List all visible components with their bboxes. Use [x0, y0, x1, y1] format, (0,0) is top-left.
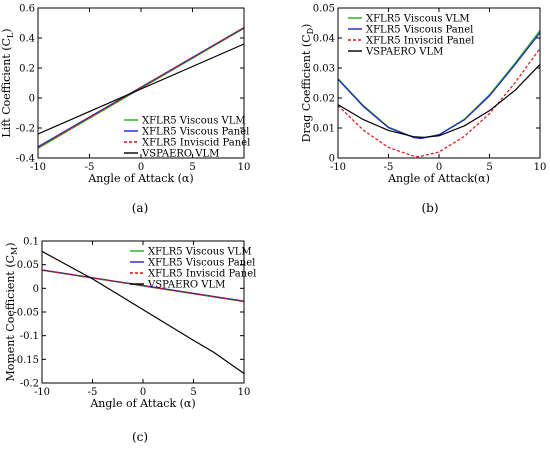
- y-tick-label-a-2: 0: [29, 94, 35, 105]
- legend-label-c-1: XFLR5 Viscous Panel: [148, 258, 255, 269]
- legend-label-c-3: VSPAERO VLM: [147, 280, 225, 291]
- y-axis-label-c: Moment Coefficient (CM): [4, 242, 19, 381]
- y-tick-label-b-3: 0.03: [313, 64, 335, 75]
- panel-label-a: (a): [132, 201, 149, 215]
- y-tick-label-b-0: 0: [329, 154, 335, 165]
- x-tick-label-b-0: -10: [330, 162, 346, 173]
- x-tick-label-c-1: -5: [88, 387, 98, 398]
- series-line-c-3: [41, 250, 245, 374]
- y-axis-label-a: Lift Coefficient (CL): [0, 28, 15, 137]
- series-line-a-3: [37, 43, 245, 135]
- x-tick-label-b-1: -5: [384, 162, 394, 173]
- y-tick-label-b-1: 0.01: [313, 124, 335, 135]
- series-line-b-2: [337, 48, 541, 158]
- x-tick-label-a-2: 0: [138, 162, 144, 173]
- x-tick-label-b-2: 0: [436, 162, 442, 173]
- y-tick-label-c-1: -0.15: [13, 355, 39, 366]
- x-tick-label-c-3: 5: [190, 387, 196, 398]
- x-tick-label-a-1: -5: [85, 162, 95, 173]
- legend-label-b-1: XFLR5 Viscous Panel: [366, 25, 473, 36]
- y-tick-label-c-6: 0.1: [23, 237, 39, 248]
- y-axis-label-b: Drag Coefficient (CD): [300, 24, 315, 143]
- legend-label-c-0: XFLR5 Viscous VLM: [148, 247, 252, 258]
- panel-b-chart: -10 -5 0 5 10 0 0.01 0.02 0.03 0.04 0.05 Angle of A…: [300, 4, 546, 186]
- x-axis-label-a: Angle of Attack (α): [87, 172, 193, 185]
- y-tick-label-a-4: 0.4: [19, 34, 35, 45]
- panel-a-chart: -10 -5 0 5 10 -0.4 -0.2 0 0.2 0.4 0.6 Angle of Atta…: [0, 4, 250, 186]
- legend-label-a-1: XFLR5 Viscous Panel: [142, 127, 249, 138]
- y-tick-label-b-4: 0.04: [313, 34, 335, 45]
- y-tick-label-b-2: 0.02: [313, 94, 335, 105]
- series-line-b-3: [337, 63, 541, 138]
- panel-label-b: (b): [421, 201, 438, 215]
- x-tick-label-c-2: 0: [140, 387, 146, 398]
- series-line-a-0: [37, 27, 245, 149]
- y-tick-label-b-5: 0.05: [313, 4, 335, 15]
- x-axis-label-b: Angle of Attack(α): [387, 172, 490, 185]
- x-tick-label-a-4: 10: [238, 162, 251, 173]
- legend-label-b-2: XFLR5 Inviscid Panel: [366, 36, 474, 47]
- legend-label-c-2: XFLR5 Inviscid Panel: [148, 269, 256, 280]
- x-tick-label-c-0: -10: [34, 387, 50, 398]
- y-tick-label-c-2: -0.1: [20, 331, 39, 342]
- series-line-c-2: [41, 269, 245, 302]
- y-tick-label-c-5: 0.05: [17, 260, 39, 271]
- x-tick-label-a-0: -10: [30, 162, 46, 173]
- y-tick-label-a-0: -0.4: [16, 154, 35, 165]
- x-tick-label-a-3: 5: [189, 162, 195, 173]
- legend-label-a-3: VSPAERO VLM: [141, 149, 219, 160]
- legend-label-a-0: XFLR5 Viscous VLM: [142, 116, 246, 127]
- panel-label-c: (c): [132, 430, 148, 444]
- legend-label-b-0: XFLR5 Viscous VLM: [366, 14, 470, 25]
- x-tick-label-c-4: 10: [238, 387, 251, 398]
- x-tick-label-b-4: 10: [534, 162, 547, 173]
- x-tick-label-b-3: 5: [486, 162, 492, 173]
- y-tick-label-c-4: 0: [33, 284, 39, 295]
- y-tick-label-a-3: 0.2: [19, 64, 35, 75]
- y-tick-label-c-3: -0.05: [13, 308, 39, 319]
- x-axis-label-c: Angle of Attack (α): [89, 397, 195, 410]
- panel-c-chart: -10 -5 0 5 10 -0.2 -0.15 -0.1 -0.05 0 0.05 0.1 Angle…: [4, 237, 256, 411]
- y-tick-label-c-0: -0.2: [20, 379, 39, 390]
- legend-label-a-2: XFLR5 Inviscid Panel: [142, 138, 250, 149]
- legend-label-b-3: VSPAERO VLM: [365, 47, 443, 58]
- y-tick-label-a-1: -0.2: [16, 124, 35, 135]
- y-tick-label-a-5: 0.6: [19, 4, 35, 15]
